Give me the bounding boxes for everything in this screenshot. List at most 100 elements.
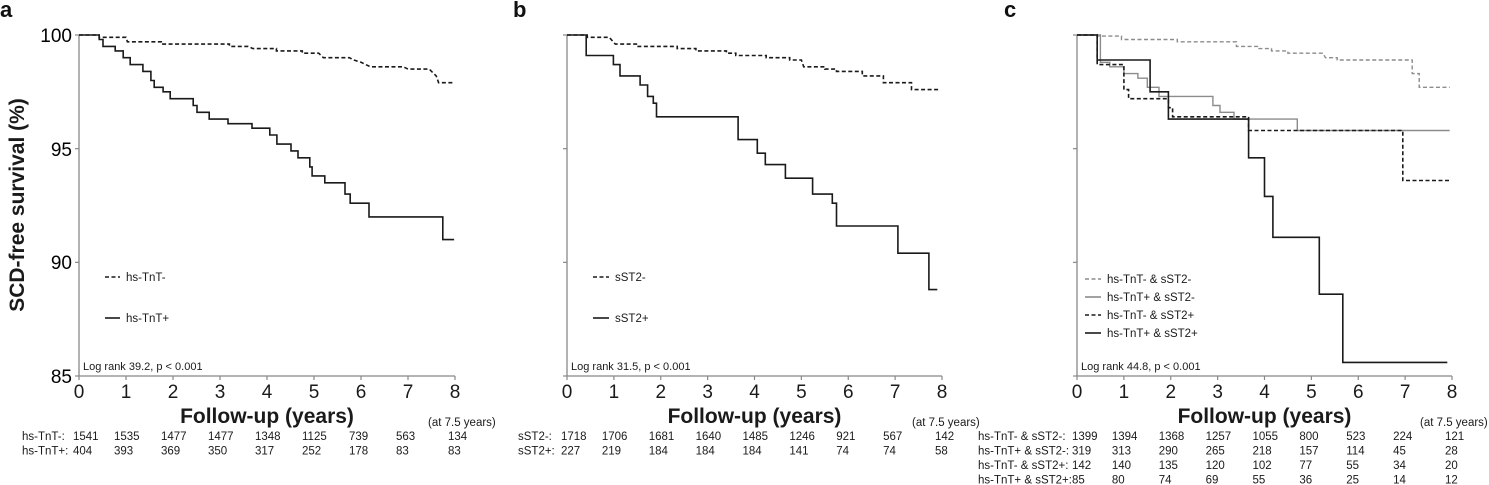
risk-table-cell: 55: [1253, 475, 1266, 485]
risk-table-row-label: hs-TnT+:: [22, 446, 68, 458]
legend-label: hs-TnT+ & sST2-: [1107, 292, 1195, 304]
risk-table-cell: 83: [448, 446, 461, 458]
risk-table-cell: 184: [649, 446, 669, 458]
panel-letter: b: [513, 0, 526, 22]
risk-table-cell: 120: [1206, 460, 1225, 472]
risk-table-row-label: hs-TnT- & sST2+:: [978, 460, 1068, 472]
legend-label: sST2+: [615, 313, 649, 325]
risk-table-cell: 55: [1346, 460, 1359, 472]
risk-table-cell: 1368: [1159, 431, 1185, 443]
y-tick-label: 100: [40, 26, 72, 47]
risk-table-row-label: hs-TnT+ & sST2+:: [978, 475, 1072, 485]
risk-table-cell: 1477: [208, 431, 234, 443]
y-tick-label: 85: [51, 367, 72, 388]
risk-table-row-label: hs-TnT+ & sST2-:: [978, 446, 1069, 458]
survival-curve-sst2: [567, 34, 938, 291]
x-tick-label: 0: [562, 382, 573, 403]
survival-curve-sst2: [567, 34, 940, 91]
risk-table-cell: 1706: [602, 431, 628, 443]
risk-table-cell: 58: [935, 446, 948, 458]
legend-label: hs-TnT- & sST2-: [1107, 274, 1192, 286]
survival-curve-hs-tnt-sst2: [1077, 34, 1450, 132]
risk-table-cell: 135: [1159, 460, 1178, 472]
y-tick-label: 95: [51, 140, 72, 161]
legend-label: hs-TnT+ & sST2+: [1107, 328, 1198, 340]
risk-table-cell: 739: [349, 431, 368, 443]
risk-table-cell: 85: [1072, 475, 1085, 485]
risk-table-cell: 34: [1393, 460, 1406, 472]
risk-table-cell: 45: [1393, 446, 1406, 458]
risk-table-cell: 28: [1445, 446, 1458, 458]
x-tick-label: 8: [937, 382, 948, 403]
x-tick-label: 5: [796, 382, 807, 403]
risk-table-cell: 1399: [1072, 431, 1098, 443]
risk-table-cell: 319: [1072, 446, 1091, 458]
risk-table-cell: 102: [1253, 460, 1272, 472]
risk-table-cell: 563: [396, 431, 415, 443]
risk-table-note: (at 7.5 years): [912, 417, 980, 429]
legend-label: hs-TnT-: [126, 272, 166, 284]
risk-table-cell: 227: [561, 446, 580, 458]
y-tick-label: 90: [51, 253, 72, 274]
risk-table-row-label: hs-TnT-:: [22, 431, 65, 443]
risk-table-cell: 1477: [161, 431, 187, 443]
x-tick-label: 7: [1400, 382, 1411, 403]
risk-table-cell: 121: [1445, 431, 1464, 443]
legend-label: sST2-: [615, 272, 646, 284]
risk-table-cell: 921: [836, 431, 855, 443]
risk-table-cell: 140: [1112, 460, 1131, 472]
panel-letter: a: [0, 0, 13, 22]
x-tick-label: 7: [890, 382, 901, 403]
x-tick-label: 2: [168, 382, 179, 403]
risk-table-cell: 36: [1299, 475, 1312, 485]
survival-curve-hs-tnt-sst2: [1077, 34, 1450, 182]
risk-table-cell: 74: [1159, 475, 1172, 485]
risk-table-cell: 14: [1393, 475, 1406, 485]
x-axis-title: Follow-up (years): [180, 405, 354, 428]
risk-table-cell: 393: [114, 446, 133, 458]
risk-table-cell: 404: [73, 446, 93, 458]
x-tick-label: 1: [609, 382, 620, 403]
risk-table-cell: 800: [1299, 431, 1318, 443]
risk-table-cell: 77: [1299, 460, 1312, 472]
x-axis-title: Follow-up (years): [1178, 405, 1352, 428]
x-tick-label: 2: [655, 382, 666, 403]
risk-table-cell: 350: [208, 446, 227, 458]
x-axis-title: Follow-up (years): [668, 405, 842, 428]
risk-table-cell: 1718: [561, 431, 587, 443]
x-tick-label: 4: [1259, 382, 1270, 403]
survival-curve-hs-tnt: [79, 34, 455, 84]
risk-table-cell: 369: [161, 446, 180, 458]
risk-table-cell: 1257: [1206, 431, 1232, 443]
risk-table-cell: 69: [1206, 475, 1219, 485]
x-tick-label: 5: [309, 382, 320, 403]
risk-table-cell: 1681: [649, 431, 675, 443]
risk-table-cell: 1535: [114, 431, 140, 443]
risk-table-cell: 1125: [302, 431, 327, 443]
x-tick-label: 1: [121, 382, 132, 403]
risk-table-cell: 74: [883, 446, 896, 458]
risk-table-note: (at 7.5 years): [1420, 417, 1488, 429]
x-tick-label: 6: [1353, 382, 1364, 403]
log-rank-annotation: Log rank 31.5, p < 0.001: [571, 361, 691, 373]
x-tick-label: 3: [1212, 382, 1223, 403]
risk-table-cell: 1541: [73, 431, 99, 443]
risk-table-row-label: sST2+:: [518, 446, 555, 458]
y-axis-title: SCD-free survival (%): [6, 98, 29, 312]
risk-table-cell: 12: [1445, 475, 1458, 485]
risk-table-cell: 218: [1253, 446, 1272, 458]
x-tick-label: 7: [403, 382, 414, 403]
risk-table-cell: 290: [1159, 446, 1178, 458]
x-tick-label: 3: [702, 382, 713, 403]
risk-table-cell: 224: [1393, 431, 1413, 443]
risk-table-cell: 74: [836, 446, 849, 458]
risk-table-row-label: hs-TnT- & sST2-:: [978, 431, 1066, 443]
risk-table-cell: 1640: [696, 431, 722, 443]
y-tick-labels: 100 95 90 85: [40, 26, 72, 388]
panel-letter: c: [1004, 0, 1016, 22]
risk-table-cell: 313: [1112, 446, 1131, 458]
risk-table-cell: 178: [349, 446, 368, 458]
legend-label: hs-TnT- & sST2+: [1107, 310, 1195, 322]
log-rank-annotation: Log rank 39.2, p < 0.001: [83, 361, 203, 373]
